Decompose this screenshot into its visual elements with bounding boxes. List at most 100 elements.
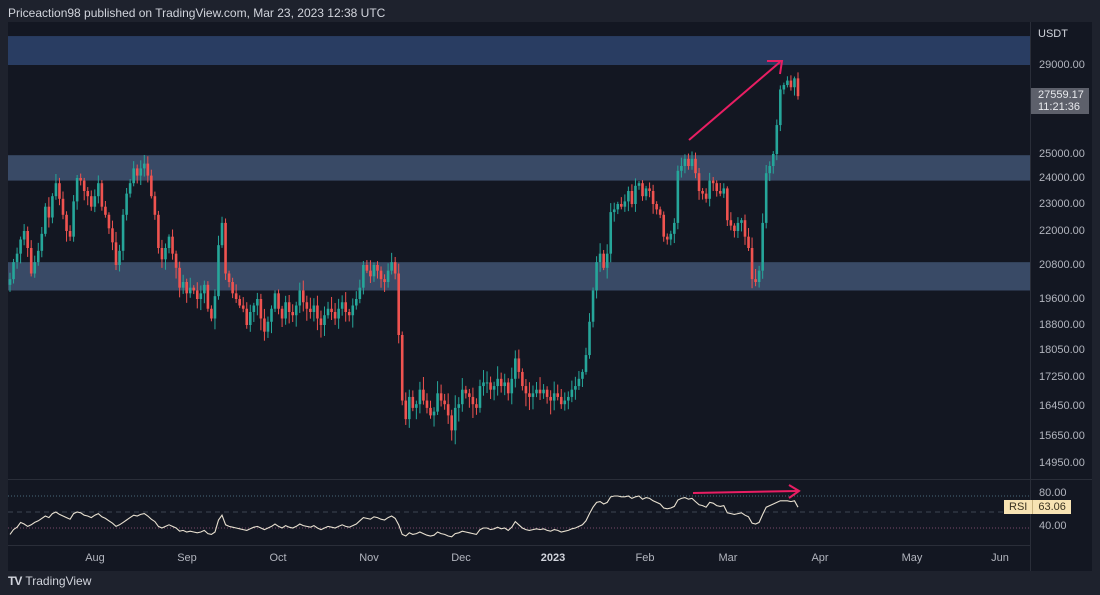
- last-price: 27559.17: [1038, 89, 1084, 101]
- candle-down: [89, 196, 93, 207]
- candle-up: [496, 378, 499, 387]
- candle-up: [436, 393, 439, 412]
- candle-down: [499, 378, 503, 387]
- zone-zone-24-25k: [8, 155, 1030, 181]
- candle-down: [471, 396, 475, 405]
- candle-up: [132, 168, 135, 184]
- price-tick-label: 25000.00: [1039, 148, 1085, 160]
- candle-up: [118, 250, 121, 265]
- candle-up: [736, 222, 740, 231]
- time-tick-label: Sep: [177, 552, 197, 564]
- time-tick-label: 2023: [540, 552, 566, 564]
- rsi-tick-label: 80.00: [1039, 487, 1067, 499]
- candle-up: [372, 265, 376, 277]
- rsi-label: RSI: [1009, 501, 1028, 513]
- candle-down: [383, 279, 386, 282]
- candle-down: [733, 225, 736, 231]
- candle-up: [542, 389, 545, 394]
- candle-down: [79, 178, 82, 181]
- candle-up: [673, 222, 676, 234]
- candle-up: [757, 270, 761, 282]
- candle-down: [475, 404, 478, 408]
- candle-up: [337, 308, 340, 319]
- candle-down: [58, 183, 61, 199]
- candlestick-chart: [8, 36, 1030, 538]
- candle-up: [567, 396, 570, 401]
- last-price-tag: 27559.17 11:21:36: [1031, 88, 1089, 114]
- candle-down: [711, 180, 715, 184]
- price-tick-label: 23000.00: [1039, 198, 1085, 210]
- price-axis[interactable]: USDT 29000.00 25000.00 24000.00 23000.00 220…: [1030, 22, 1093, 571]
- candle-down: [178, 267, 181, 288]
- candle-up: [12, 262, 15, 280]
- candle-up: [51, 196, 54, 218]
- candle-up: [142, 163, 146, 169]
- candle-up: [203, 284, 206, 294]
- candle-down: [376, 265, 379, 271]
- candle-down: [545, 389, 549, 397]
- pane-separator[interactable]: [8, 479, 1092, 480]
- candle-up: [690, 158, 694, 166]
- rsi-value-tag: RSI 63.06: [1004, 500, 1071, 514]
- candle-up: [722, 188, 726, 194]
- candle-down: [662, 214, 666, 237]
- candle-down: [61, 198, 65, 215]
- candle-down: [195, 290, 199, 299]
- candle-down: [524, 386, 528, 394]
- candle-up: [217, 245, 220, 297]
- candle-down: [404, 400, 408, 420]
- candle-up: [386, 270, 390, 282]
- candle-up: [15, 253, 19, 263]
- candle-down: [750, 248, 754, 280]
- time-tick-label: Aug: [85, 552, 105, 564]
- candle-up: [644, 188, 648, 197]
- candle-down: [365, 265, 369, 271]
- candle-up: [637, 183, 641, 186]
- candle-up: [340, 302, 344, 309]
- candle-up: [432, 411, 436, 416]
- candle-down: [665, 236, 669, 240]
- candle-down: [47, 206, 51, 218]
- price-chart-pane[interactable]: [8, 22, 1030, 571]
- candle-down: [651, 191, 655, 204]
- rsi-value: 63.06: [1032, 500, 1071, 514]
- candle-up: [457, 404, 461, 408]
- candle-up: [492, 386, 496, 390]
- candle-down: [718, 191, 722, 194]
- candle-up: [764, 173, 768, 223]
- time-axis[interactable]: Aug Sep Oct Nov Dec 2023 Feb Mar Apr May Jun: [8, 545, 1030, 572]
- candle-down: [245, 308, 249, 325]
- tradingview-branding[interactable]: TV TradingView: [8, 574, 91, 588]
- candle-up: [577, 378, 581, 387]
- candle-up: [220, 222, 224, 246]
- candle-down: [443, 400, 446, 405]
- candle-up: [256, 299, 259, 306]
- candle-down: [234, 293, 238, 299]
- candle-up: [93, 196, 97, 207]
- candle-up: [574, 386, 577, 390]
- candle-up: [75, 178, 79, 202]
- candle-down: [29, 248, 33, 274]
- candle-down: [425, 400, 429, 408]
- rsi-arrow-head-icon: [788, 484, 801, 499]
- rsi-arrow-line: [692, 490, 799, 494]
- candle-up: [270, 308, 273, 322]
- candle-down: [743, 220, 747, 237]
- candle-down: [146, 163, 150, 176]
- price-tick-label: 22000.00: [1039, 225, 1085, 237]
- candle-down: [68, 231, 72, 237]
- candle-up: [213, 296, 217, 319]
- candle-up: [408, 396, 411, 420]
- candle-down: [648, 188, 651, 191]
- candle-down: [528, 393, 531, 397]
- price-tick-label: 20800.00: [1039, 259, 1085, 271]
- candle-down: [796, 78, 800, 97]
- zone-zone-20-21k: [8, 262, 1030, 291]
- candle-up: [609, 212, 613, 254]
- candle-up: [354, 299, 358, 306]
- candle-down: [330, 308, 333, 312]
- candle-up: [22, 231, 26, 240]
- candle-down: [316, 305, 319, 319]
- candle-up: [326, 308, 330, 316]
- price-tick-label: 18050.00: [1039, 344, 1085, 356]
